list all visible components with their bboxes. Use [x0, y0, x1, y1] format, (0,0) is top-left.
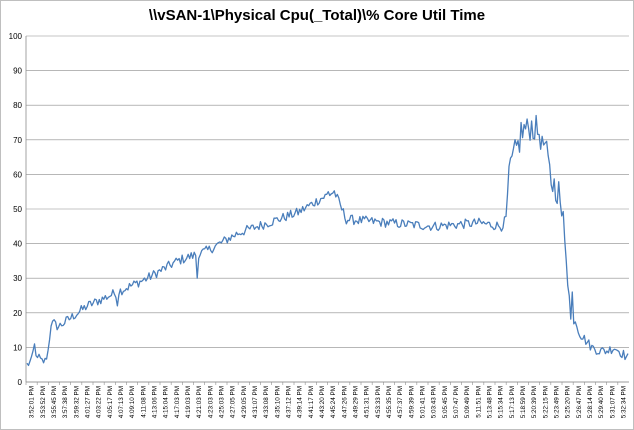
x-tick-label: 4:27:05 PM — [230, 386, 237, 418]
x-tick-label: 4:57:37 PM — [397, 386, 404, 418]
x-tick-label: 4:53:33 PM — [375, 386, 382, 418]
x-tick-label: 4:13:06 PM — [151, 386, 158, 418]
x-tick-label: 4:59:39 PM — [408, 386, 415, 418]
x-tick-label: 4:09:10 PM — [129, 386, 136, 418]
x-tick-label: 4:51:31 PM — [364, 386, 371, 418]
x-tick-label: 5:26:47 PM — [576, 386, 583, 418]
x-tick-label: 4:07:13 PM — [118, 386, 125, 418]
x-tick-label: 4:49:29 PM — [352, 386, 359, 418]
x-tick-label: 4:21:03 PM — [196, 386, 203, 418]
x-tick-label: 4:15:04 PM — [163, 386, 170, 418]
x-tick-label: 3:52:01 PM — [29, 386, 36, 418]
x-tick-label: 5:28:14 PM — [587, 386, 594, 418]
x-tick-label: 5:25:20 PM — [565, 386, 572, 418]
chart-title: \\vSAN-1\Physical Cpu(_Total)\% Core Uti… — [148, 7, 486, 24]
y-tick-label: 30 — [13, 274, 22, 283]
x-tick-label: 5:29:40 PM — [598, 386, 605, 418]
y-tick-label: 80 — [13, 101, 22, 110]
x-tick-label: 4:47:26 PM — [341, 386, 348, 418]
x-tick-label: 3:57:38 PM — [62, 386, 69, 418]
x-tick-label: 4:37:12 PM — [285, 386, 292, 418]
x-tick-label: 4:35:10 PM — [274, 386, 281, 418]
y-tick-label: 100 — [9, 32, 23, 41]
x-tick-label: 5:15:34 PM — [498, 386, 505, 418]
x-tick-label: 4:19:03 PM — [185, 386, 192, 418]
x-tick-label: 4:39:14 PM — [297, 386, 304, 418]
y-tick-label: 90 — [13, 67, 22, 76]
y-tick-label: 50 — [13, 205, 22, 214]
y-tick-label: 70 — [13, 136, 22, 145]
series-line — [26, 114, 629, 367]
x-tick-label: 3:55:45 PM — [51, 386, 58, 418]
x-tick-label: 4:41:17 PM — [308, 386, 315, 418]
x-tick-label: 4:05:17 PM — [107, 386, 114, 418]
x-tick-label: 4:43:20 PM — [319, 386, 326, 418]
x-tick-label: 5:05:45 PM — [442, 386, 449, 418]
x-tick-label: 4:03:22 PM — [96, 386, 103, 418]
x-tick-label: 3:59:32 PM — [73, 386, 80, 418]
x-tick-label: 5:22:15 PM — [542, 386, 549, 418]
x-tick-label: 5:01:41 PM — [419, 386, 426, 418]
x-tick-label: 4:11:08 PM — [140, 386, 147, 418]
x-tick-label: 5:07:47 PM — [453, 386, 460, 418]
x-tick-label: 4:45:24 PM — [330, 386, 337, 418]
x-tick-label: 5:18:59 PM — [520, 386, 527, 418]
x-tick-label: 4:55:35 PM — [386, 386, 393, 418]
x-tick-label: 5:32:34 PM — [620, 386, 627, 418]
x-tick-label: 4:29:05 PM — [241, 386, 248, 418]
x-tick-label: 4:17:03 PM — [174, 386, 181, 418]
x-tick-label: 5:09:49 PM — [464, 386, 471, 418]
x-tick-label: 5:11:51 PM — [475, 386, 482, 418]
x-tick-label: 5:17:13 PM — [509, 386, 516, 418]
y-tick-label: 10 — [13, 343, 22, 352]
y-tick-label: 0 — [18, 378, 23, 387]
y-tick-label: 20 — [13, 309, 22, 318]
x-tick-label: 5:31:07 PM — [609, 386, 616, 418]
x-tick-label: 5:03:43 PM — [431, 386, 438, 418]
x-tick-label: 5:13:48 PM — [486, 386, 493, 418]
x-tick-label: 4:25:03 PM — [218, 386, 225, 418]
y-tick-label: 40 — [13, 240, 22, 249]
x-tick-label: 5:20:39 PM — [531, 386, 538, 418]
x-tick-label: 4:33:08 PM — [263, 386, 270, 418]
x-tick-label: 4:23:03 PM — [207, 386, 214, 418]
x-tick-label: 3:53:52 PM — [40, 386, 47, 418]
y-tick-label: 60 — [13, 170, 22, 179]
x-tick-label: 4:31:07 PM — [252, 386, 259, 418]
x-tick-label: 5:23:49 PM — [553, 386, 560, 418]
x-tick-label: 4:01:27 PM — [84, 386, 91, 418]
